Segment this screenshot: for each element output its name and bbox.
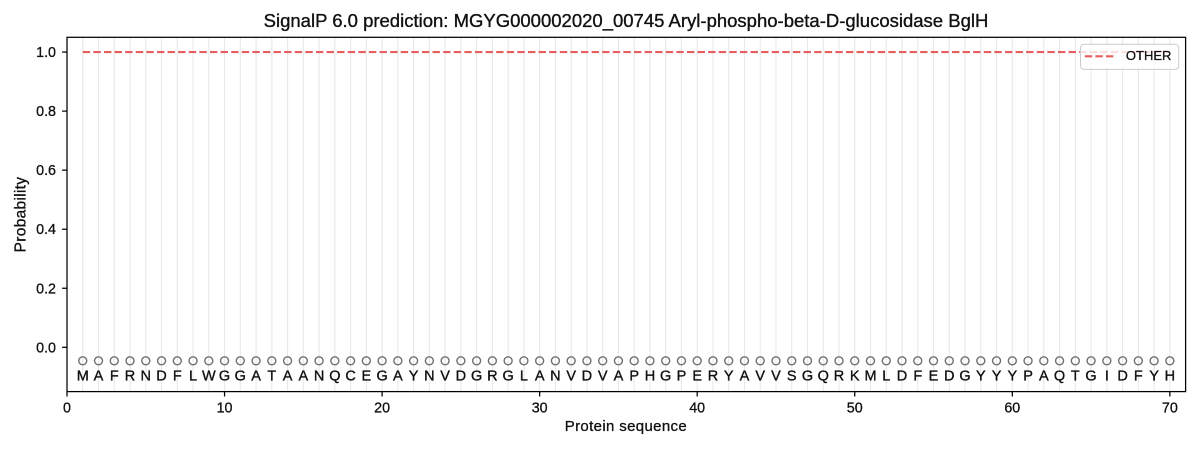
svg-text:V: V [566,369,576,385]
svg-text:E: E [692,369,702,385]
svg-text:E: E [929,369,939,385]
svg-text:G: G [1085,369,1096,385]
svg-text:N: N [424,369,434,385]
svg-text:D: D [456,369,466,385]
svg-text:0.8: 0.8 [36,104,56,120]
svg-text:R: R [487,369,497,385]
svg-text:V: V [598,369,608,385]
svg-text:D: D [582,369,592,385]
svg-text:10: 10 [217,400,233,416]
svg-text:D: D [1117,369,1127,385]
svg-text:Y: Y [724,369,734,385]
svg-text:A: A [535,369,545,385]
svg-text:P: P [677,369,687,385]
svg-text:Y: Y [976,369,986,385]
svg-text:W: W [202,369,216,385]
svg-text:40: 40 [689,400,705,416]
svg-text:G: G [959,369,970,385]
svg-text:G: G [376,369,387,385]
svg-text:0: 0 [63,400,71,416]
svg-text:N: N [141,369,151,385]
svg-text:Protein sequence: Protein sequence [565,418,687,435]
svg-text:A: A [283,369,293,385]
svg-text:G: G [802,369,813,385]
svg-text:R: R [834,369,844,385]
svg-text:P: P [629,369,639,385]
svg-text:Probability: Probability [13,177,30,253]
svg-text:F: F [110,369,119,385]
svg-text:C: C [345,369,355,385]
svg-text:I: I [1105,369,1109,385]
svg-text:1.0: 1.0 [36,45,56,61]
svg-text:Y: Y [1149,369,1159,385]
svg-text:H: H [1165,369,1175,385]
svg-text:G: G [660,369,671,385]
svg-text:A: A [614,369,624,385]
svg-text:F: F [1134,369,1143,385]
svg-text:A: A [393,369,403,385]
svg-text:60: 60 [1004,400,1020,416]
svg-text:Q: Q [329,369,340,385]
svg-text:V: V [771,369,781,385]
svg-text:L: L [882,369,890,385]
svg-text:P: P [1023,369,1033,385]
svg-text:30: 30 [532,400,548,416]
svg-text:D: D [897,369,907,385]
svg-text:R: R [125,369,135,385]
svg-text:D: D [156,369,166,385]
svg-text:T: T [1071,369,1080,385]
svg-text:Q: Q [1054,369,1065,385]
svg-text:K: K [850,369,860,385]
svg-text:N: N [314,369,324,385]
svg-text:V: V [440,369,450,385]
svg-text:V: V [755,369,765,385]
svg-text:F: F [913,369,922,385]
svg-text:M: M [77,369,89,385]
svg-text:D: D [944,369,954,385]
svg-text:A: A [740,369,750,385]
svg-text:G: G [235,369,246,385]
svg-text:A: A [251,369,261,385]
svg-text:0.2: 0.2 [36,281,56,297]
svg-text:A: A [298,369,308,385]
svg-text:M: M [864,369,876,385]
svg-text:50: 50 [847,400,863,416]
svg-text:G: G [502,369,513,385]
svg-text:E: E [362,369,372,385]
svg-text:Q: Q [818,369,829,385]
svg-text:0.0: 0.0 [36,340,56,356]
svg-text:SignalP 6.0 prediction: MGYG00: SignalP 6.0 prediction: MGYG000002020_00… [264,10,989,32]
svg-text:N: N [550,369,560,385]
svg-text:G: G [471,369,482,385]
svg-text:Y: Y [409,369,419,385]
svg-text:0.4: 0.4 [36,222,56,238]
svg-text:20: 20 [374,400,390,416]
svg-text:OTHER: OTHER [1126,48,1172,63]
svg-text:70: 70 [1162,400,1178,416]
svg-text:A: A [1039,369,1049,385]
svg-text:H: H [645,369,655,385]
svg-text:S: S [787,369,797,385]
svg-text:Y: Y [992,369,1002,385]
svg-text:Y: Y [1007,369,1017,385]
svg-text:A: A [94,369,104,385]
svg-text:0.6: 0.6 [36,163,56,179]
svg-text:L: L [520,369,528,385]
svg-text:T: T [267,369,276,385]
svg-text:R: R [708,369,718,385]
svg-text:F: F [173,369,182,385]
svg-text:G: G [219,369,230,385]
svg-text:L: L [189,369,197,385]
